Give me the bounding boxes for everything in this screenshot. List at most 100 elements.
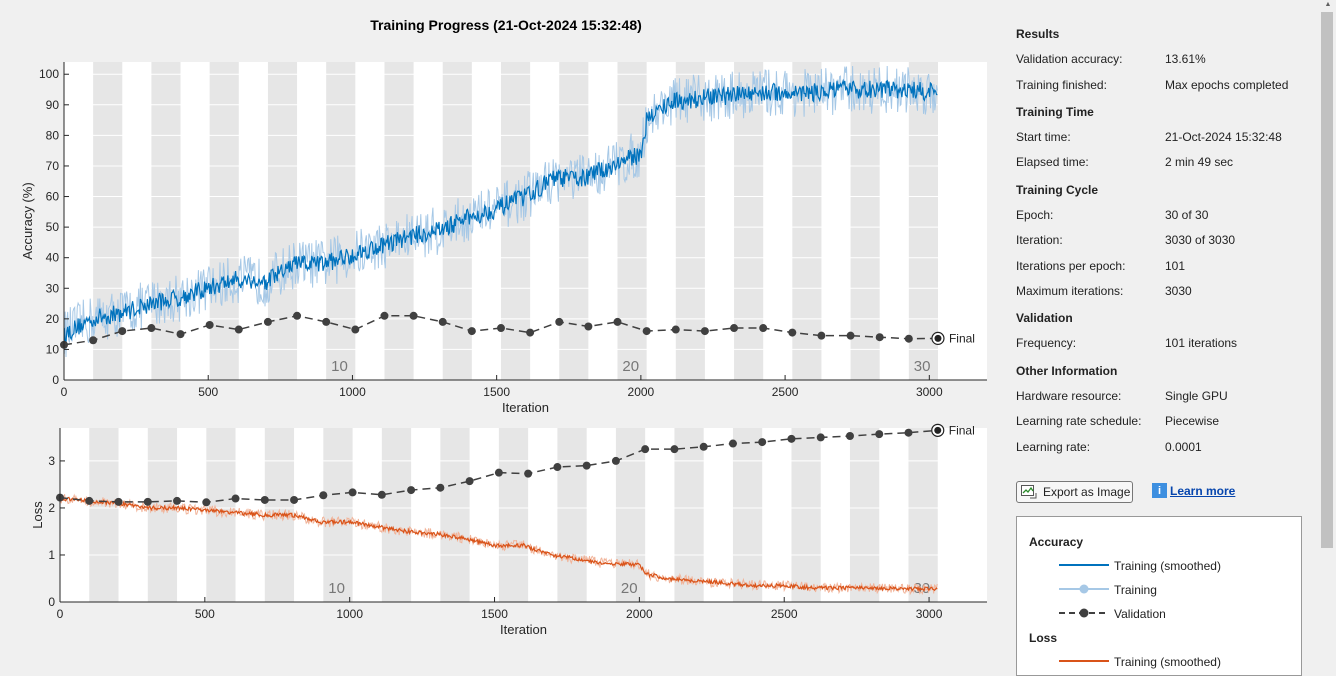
- validation-point: [465, 477, 474, 486]
- iteration-value: 3030 of 3030: [1165, 233, 1236, 247]
- export-as-image-button[interactable]: Export as Image: [1016, 481, 1133, 503]
- epoch-label: 30: [913, 580, 930, 597]
- x-tick-label: 2500: [771, 607, 798, 621]
- scrollbar-thumb[interactable]: [1321, 12, 1333, 548]
- legend-loss-title: Loss: [1029, 631, 1058, 645]
- validation-point: [641, 445, 650, 454]
- epoch-label: 20: [621, 580, 638, 597]
- validation-accuracy-label: Validation accuracy:: [1016, 52, 1123, 66]
- epoch-band: [732, 428, 763, 602]
- validation-point: [409, 311, 418, 320]
- info-icon: i: [1152, 483, 1167, 498]
- validation-point: [875, 430, 884, 439]
- epoch-band: [381, 428, 412, 602]
- legend-acc-validation-swatch: [1059, 608, 1109, 618]
- training-time-title: Training Time: [1016, 105, 1094, 119]
- validation-point: [642, 327, 651, 336]
- y-tick-label: 100: [39, 67, 59, 81]
- epoch-band: [89, 428, 119, 602]
- epoch-band: [791, 428, 821, 602]
- validation-point: [263, 317, 272, 326]
- elapsed-time-label: Elapsed time:: [1016, 155, 1089, 169]
- learn-more-link[interactable]: i Learn more: [1152, 483, 1235, 498]
- legend-accuracy-title: Accuracy: [1029, 535, 1084, 549]
- training-smoothed-line: [63, 78, 938, 344]
- x-tick-label: 1500: [481, 607, 508, 621]
- hardware-label: Hardware resource:: [1016, 389, 1122, 403]
- x-tick-label: 1000: [339, 385, 366, 399]
- scroll-up-arrow-icon[interactable]: ▲: [1324, 1, 1332, 8]
- legend-acc-validation-label: Validation: [1114, 607, 1166, 621]
- legend-acc-smoothed-swatch: [1059, 564, 1109, 566]
- x-tick-label: 2500: [772, 385, 799, 399]
- x-tick-label: 3000: [916, 607, 943, 621]
- start-time-value: 21-Oct-2024 15:32:48: [1165, 130, 1282, 144]
- validation-title: Validation: [1016, 311, 1073, 325]
- legend-acc-smoothed-label: Training (smoothed): [1114, 559, 1221, 573]
- validation-point: [553, 463, 562, 472]
- validation-point: [348, 488, 357, 497]
- epoch-band: [323, 428, 353, 602]
- y-tick-label: 60: [46, 190, 60, 204]
- epoch-band: [908, 62, 938, 380]
- epoch-label: 20: [622, 358, 639, 375]
- y-tick-label: 40: [46, 251, 60, 265]
- y-tick-label: 20: [46, 312, 60, 326]
- validation-point: [846, 331, 855, 340]
- y-tick-label: 1: [48, 548, 55, 562]
- epoch-band: [267, 62, 298, 380]
- legend-acc-training-swatch: [1059, 584, 1109, 594]
- loss-chart: 10 20 30 Final 0 500 1000 1500 2000 2500 3000 0 1 2 3 I…: [30, 423, 987, 637]
- epoch-band: [674, 428, 704, 602]
- epoch-band: [850, 62, 880, 380]
- validation-point: [730, 324, 739, 333]
- y-axis-label: Accuracy (%): [20, 182, 35, 259]
- validation-point: [234, 325, 243, 334]
- validation-point: [758, 438, 767, 447]
- max-iter-value: 3030: [1165, 284, 1192, 298]
- validation-point: [584, 322, 593, 331]
- plots-area: Training Progress (21-Oct-2024 15:32:48)…: [20, 17, 987, 637]
- x-axis-label: Iteration: [502, 400, 549, 415]
- legend-loss-smoothed-swatch: [1059, 660, 1109, 662]
- y-tick-label: 70: [46, 159, 60, 173]
- plot-title: Training Progress (21-Oct-2024 15:32:48): [370, 17, 642, 33]
- epoch-band: [792, 62, 822, 380]
- lr-schedule-label: Learning rate schedule:: [1016, 414, 1142, 428]
- x-tick-label: 2000: [628, 385, 655, 399]
- export-as-image-label: Export as Image: [1043, 485, 1131, 499]
- legend-loss-smoothed-label: Training (smoothed): [1114, 655, 1221, 669]
- epoch-band: [557, 428, 587, 602]
- epoch-band: [617, 62, 647, 380]
- epoch-band: [734, 62, 764, 380]
- validation-point: [407, 486, 416, 495]
- validation-point: [176, 330, 185, 339]
- epoch-band: [384, 62, 414, 380]
- validation-point: [904, 428, 913, 437]
- validation-point: [293, 311, 302, 320]
- final-label: Final: [949, 331, 975, 345]
- validation-point: [526, 328, 535, 337]
- y-tick-label: 30: [46, 281, 60, 295]
- training-plots: Training Progress (21-Oct-2024 15:32:48)…: [20, 17, 987, 637]
- validation-point: [380, 311, 389, 320]
- validation-point: [89, 336, 98, 345]
- validation-point: [202, 498, 211, 507]
- lr-schedule-value: Piecewise: [1165, 414, 1220, 428]
- x-tick-label: 2000: [626, 607, 653, 621]
- results-title: Results: [1016, 27, 1060, 41]
- training-finished-label: Training finished:: [1016, 78, 1107, 92]
- final-marker-dot: [934, 426, 942, 434]
- epoch-band: [849, 428, 880, 602]
- final-label: Final: [949, 423, 975, 437]
- validation-point: [436, 483, 445, 492]
- validation-point: [143, 497, 152, 506]
- validation-point: [231, 494, 240, 503]
- epoch-band: [151, 62, 181, 380]
- hardware-value: Single GPU: [1165, 389, 1228, 403]
- validation-point: [467, 327, 476, 336]
- validation-point: [322, 317, 331, 326]
- validation-point: [670, 445, 679, 454]
- epoch-band: [498, 428, 529, 602]
- validation-point: [85, 496, 94, 505]
